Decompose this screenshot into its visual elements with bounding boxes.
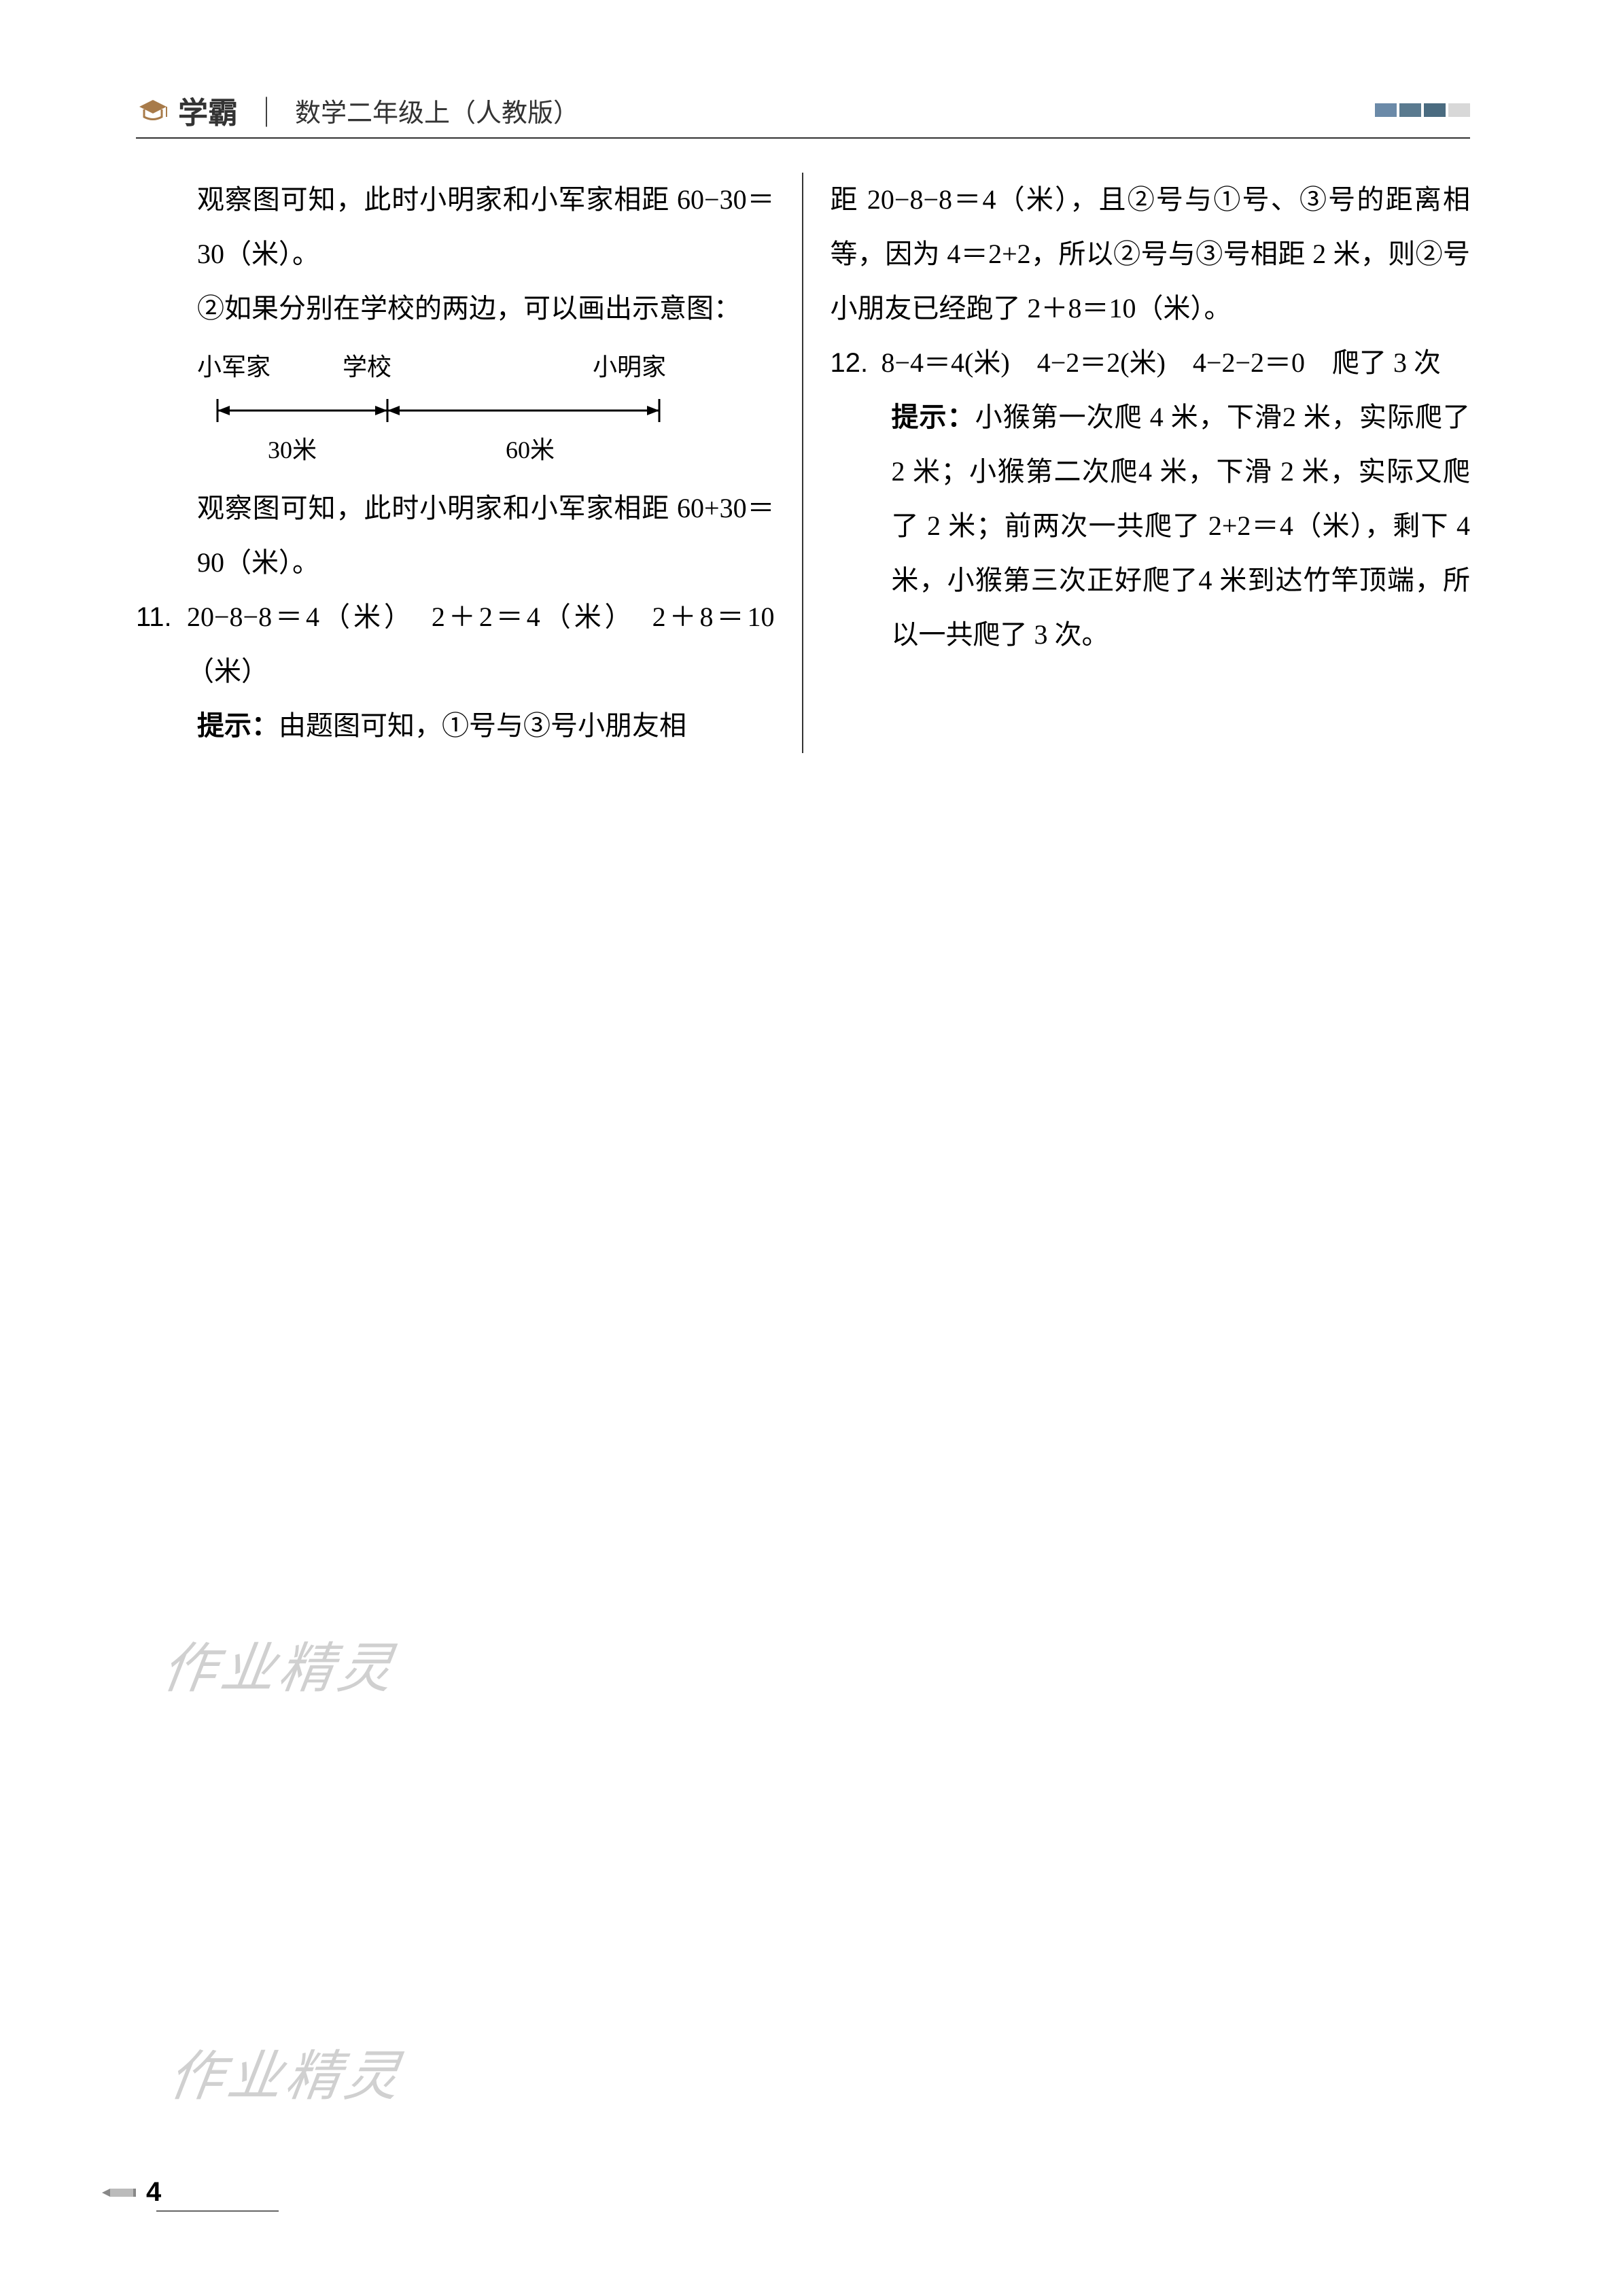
paragraph: 距 20−8−8＝4（米），且②号与①号、③号的距离相等，因为 4＝2+2，所以…: [831, 173, 1471, 336]
hint-line: 提示：小猴第一次爬 4 米，下滑2 米，实际爬了 2 米；小猴第二次爬4 米，下…: [831, 390, 1471, 662]
diagram-label-mid: 学校: [299, 343, 435, 392]
paragraph: 观察图可知，此时小明家和小军家相距 60−30＝30（米）。: [136, 173, 775, 281]
diagram-bottom-labels: 30米 60米: [197, 425, 673, 474]
question-body: 20−8−8＝4（米） 2＋2＝4（米） 2＋8＝10（米）: [187, 590, 775, 699]
square-icon: [1375, 103, 1397, 117]
page-footer: 4: [102, 2177, 161, 2208]
question-11: 11. 20−8−8＝4（米） 2＋2＝4（米） 2＋8＝10（米）: [136, 590, 775, 699]
content-columns: 观察图可知，此时小明家和小军家相距 60−30＝30（米）。 ②如果分别在学校的…: [136, 173, 1470, 753]
graduation-cap-icon: [136, 93, 170, 127]
number-line-diagram: 小军家 学校 小明家: [197, 343, 775, 474]
question-12: 12. 8−4＝4(米) 4−2＝2(米) 4−2−2＝0 爬了 3 次: [831, 336, 1471, 390]
square-icon: [1399, 103, 1421, 117]
diagram-label-right: 小明家: [435, 343, 673, 392]
paragraph: ②如果分别在学校的两边，可以画出示意图：: [136, 281, 775, 336]
hint-label: 提示：: [892, 402, 975, 432]
question-number: 12.: [831, 336, 881, 390]
hint-line: 提示：由题图可知，①号与③号小朋友相: [136, 699, 775, 753]
diagram-dist-left: 30米: [197, 425, 387, 474]
hint-text: 由题图可知，①号与③号小朋友相: [279, 710, 686, 741]
subtitle-text: 数学二年级上（人教版）: [295, 92, 579, 129]
pencil-icon: [102, 2186, 136, 2199]
page-number: 4: [146, 2177, 161, 2208]
square-icon: [1424, 103, 1446, 117]
right-column: 距 20−8−8＝4（米），且②号与①号、③号的距离相等，因为 4＝2+2，所以…: [803, 173, 1471, 753]
page-header: 学霸 ｜ 数学二年级上（人教版）: [136, 88, 1470, 139]
question-number: 11.: [136, 590, 187, 699]
diagram-top-labels: 小军家 学校 小明家: [197, 343, 673, 392]
hint-text: 小猴第一次爬 4 米，下滑2 米，实际爬了 2 米；小猴第二次爬4 米，下滑 2…: [892, 402, 1471, 650]
diagram-label-left: 小军家: [197, 343, 299, 392]
brand-text: 学霸: [178, 88, 238, 132]
square-icon: [1448, 103, 1470, 117]
question-body: 8−4＝4(米) 4−2＝2(米) 4−2−2＝0 爬了 3 次: [881, 336, 1471, 390]
diagram-line: [197, 392, 673, 425]
left-column: 观察图可知，此时小明家和小军家相距 60−30＝30（米）。 ②如果分别在学校的…: [136, 173, 803, 753]
diagram-dist-right: 60米: [387, 425, 673, 474]
header-decoration: [1375, 103, 1470, 117]
header-left: 学霸 ｜ 数学二年级上（人教版）: [136, 88, 579, 132]
paragraph: 观察图可知，此时小明家和小军家相距 60+30＝90（米）。: [136, 481, 775, 590]
hint-label: 提示：: [197, 710, 279, 741]
watermark: 作业精灵: [158, 1624, 402, 1703]
footer-line: [156, 2210, 279, 2212]
page-container: 学霸 ｜ 数学二年级上（人教版） 观察图可知，此时小明家和小军家相距 60−30…: [0, 0, 1606, 753]
watermark: 作业精灵: [164, 2032, 409, 2111]
divider-icon: ｜: [251, 88, 281, 132]
